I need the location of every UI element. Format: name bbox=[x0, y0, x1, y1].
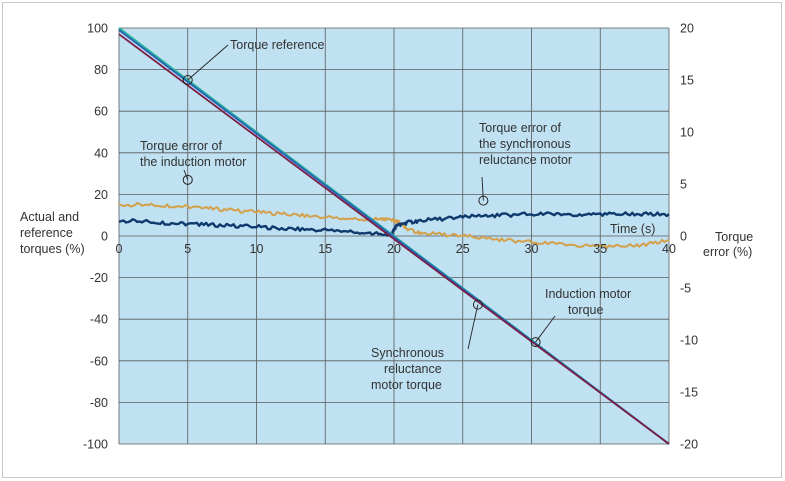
ann-error-induction-line-1: Torque error of bbox=[140, 139, 223, 153]
y-right-tick-label: 5 bbox=[680, 178, 687, 192]
annotation-marker bbox=[530, 337, 541, 348]
x-tick-label: 10 bbox=[250, 242, 264, 256]
series-synchronous-reluctance-motor-torque bbox=[118, 33, 670, 445]
grid-lines bbox=[118, 27, 670, 445]
y-right-tick-label: 0 bbox=[680, 230, 687, 244]
series-torque-error-synchronous bbox=[118, 211, 670, 238]
annotation-leader-line bbox=[183, 169, 189, 181]
annotation-leader-line bbox=[467, 304, 479, 350]
ann-error-induction-line-2: the induction motor bbox=[140, 155, 246, 169]
ann-error-synchronous-line-2: the synchronous bbox=[479, 137, 571, 151]
y-right-label-line-1: Torque bbox=[715, 230, 753, 244]
y-left-tick-label: 40 bbox=[94, 146, 108, 160]
x-tick-label: 40 bbox=[662, 242, 676, 256]
annotation-leader-line bbox=[481, 176, 484, 201]
y-left-tick-label: -40 bbox=[90, 313, 108, 327]
y-right-label-line-2: error (%) bbox=[703, 245, 752, 259]
ann-synchronous-torque-line-3: motor torque bbox=[371, 378, 442, 392]
y-right-tick-label: 20 bbox=[680, 22, 694, 36]
x-tick-label: 0 bbox=[116, 242, 123, 256]
x-tick-label: 35 bbox=[593, 242, 607, 256]
annotation-leader-line bbox=[187, 44, 229, 81]
annotation-marker bbox=[182, 174, 193, 185]
x-tick-label: 15 bbox=[318, 242, 332, 256]
ann-error-synchronous-line-3: reluctance motor bbox=[479, 153, 572, 167]
x-tick-label: 5 bbox=[184, 242, 191, 256]
tick-labels: 0 5 10 15 20 25 30 35 40100806040200-20-40-60-80… bbox=[83, 22, 698, 452]
y-right-tick-label: 10 bbox=[680, 126, 694, 140]
annotation-marker bbox=[182, 75, 193, 85]
y-right-tick-label: -5 bbox=[680, 282, 691, 296]
x-tick-label: 30 bbox=[525, 242, 539, 256]
x-tick-label: 25 bbox=[456, 242, 470, 256]
y-left-tick-label: -60 bbox=[90, 354, 108, 368]
y-left-label-line-3: torques (%) bbox=[20, 242, 85, 256]
y-right-tick-label: -15 bbox=[680, 386, 698, 400]
ann-torque-reference-text: Torque reference bbox=[230, 38, 325, 52]
y-right-tick-label: 15 bbox=[680, 74, 694, 88]
y-right-tick-label: -10 bbox=[680, 334, 698, 348]
y-right-tick-label: -20 bbox=[680, 438, 698, 452]
ann-error-synchronous-line-1: Torque error of bbox=[479, 121, 562, 135]
annotation-leader-line bbox=[535, 315, 556, 343]
y-left-label-line-2: reference bbox=[20, 226, 73, 240]
ann-synchronous-torque-line-1: Synchronous bbox=[371, 346, 444, 360]
y-left-tick-label: 80 bbox=[94, 63, 108, 77]
x-tick-label: 20 bbox=[387, 242, 401, 256]
x-axis-label: Time (s) bbox=[610, 222, 655, 236]
series-torque-error-induction bbox=[118, 202, 670, 249]
ann-synchronous-torque-line-2: reluctance bbox=[384, 362, 442, 376]
ann-induction-torque-line-1: Induction motor bbox=[545, 287, 631, 301]
ann-induction-torque-line-2: torque bbox=[568, 303, 603, 317]
y-left-tick-label: 100 bbox=[87, 22, 108, 36]
series-layer bbox=[118, 27, 670, 445]
annotations-layer bbox=[182, 44, 556, 350]
y-left-label-line-1: Actual and bbox=[20, 210, 79, 224]
y-left-tick-label: -20 bbox=[90, 271, 108, 285]
y-left-tick-label: -80 bbox=[90, 396, 108, 410]
y-left-tick-label: 60 bbox=[94, 105, 108, 119]
y-left-tick-label: 0 bbox=[101, 230, 108, 244]
y-left-tick-label: -100 bbox=[83, 438, 108, 452]
annotation-marker bbox=[478, 195, 489, 206]
y-left-tick-label: 20 bbox=[94, 188, 108, 202]
annotation-marker bbox=[472, 299, 483, 310]
